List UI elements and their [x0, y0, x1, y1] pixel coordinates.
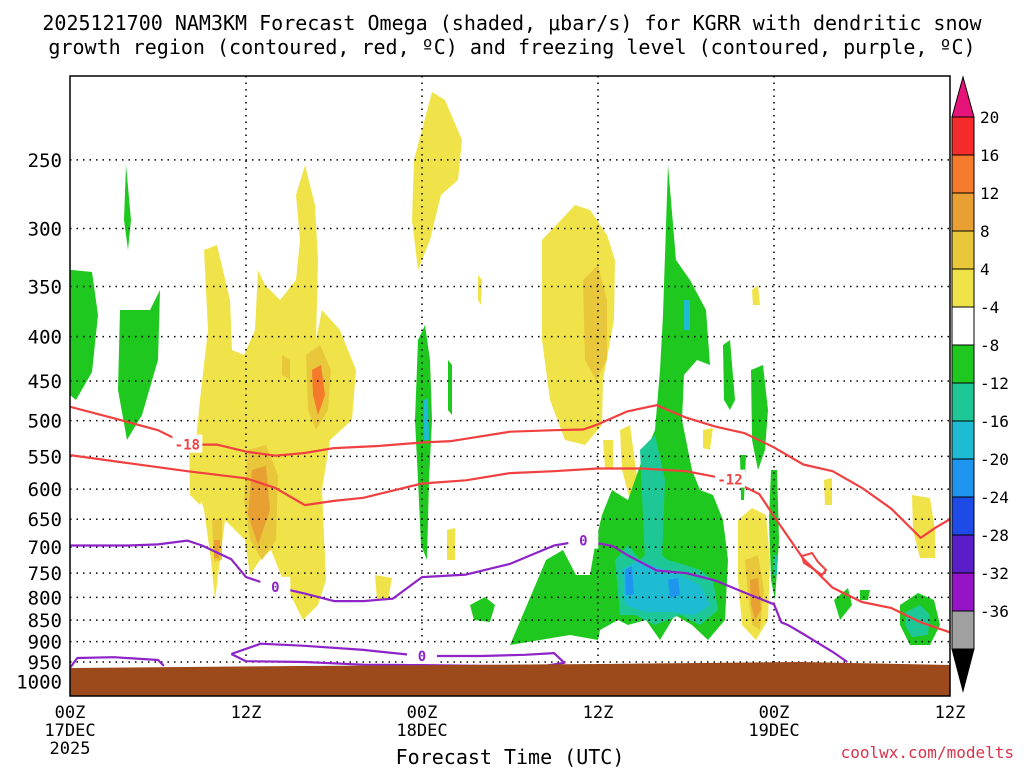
x-axis-title: Forecast Time (UTC)	[396, 745, 625, 768]
colorbar-label: -28	[980, 526, 1009, 545]
y-tick-label: 500	[28, 411, 62, 433]
colorbar-swatch	[951, 572, 975, 612]
contour-label-bg	[172, 434, 203, 453]
contour-1	[70, 454, 950, 634]
colorbar-swatch	[951, 154, 975, 194]
y-tick-label: 950	[28, 652, 62, 674]
minus-18-closed-contour	[800, 551, 828, 577]
contour-4	[230, 642, 566, 668]
x-tick-label: 12Z	[583, 703, 614, 723]
colorbar-label: 8	[980, 222, 990, 241]
y-tick-label: 800	[28, 587, 62, 609]
colorbar-label: -36	[980, 602, 1009, 621]
colorbar-swatch	[951, 534, 975, 574]
contour-label: 0	[579, 534, 587, 550]
ground-surface	[70, 662, 950, 696]
y-tick-label: 450	[28, 371, 62, 393]
colorbar-top-arrow	[951, 75, 975, 118]
y-tick-label: 700	[28, 537, 62, 559]
contour-label: -12	[717, 473, 742, 489]
chart-title-line-1: 2025121700 NAM3KM Forecast Omega (shaded…	[42, 11, 982, 35]
colorbar-label: 4	[980, 260, 990, 279]
colorbar-label: -12	[980, 374, 1009, 393]
contour-label: 0	[418, 649, 426, 665]
colorbar-label: 16	[980, 146, 999, 165]
colorbar-swatch	[951, 420, 975, 460]
y-tick-label: 1000	[16, 671, 62, 693]
y-tick-label: 850	[28, 610, 62, 632]
y-tick-label: 350	[28, 276, 62, 298]
colorbar-swatch	[951, 344, 975, 384]
colorbar-label: -24	[980, 488, 1009, 507]
colorbar-swatch	[951, 116, 975, 156]
plot-frame	[69, 75, 951, 697]
x-tick-label: 12Z	[935, 703, 966, 723]
contour-label-bg	[568, 530, 599, 549]
contour-label-bg	[715, 469, 745, 488]
omega-shading	[70, 92, 940, 645]
x-tick-label: 00Z	[759, 703, 790, 723]
y-tick-label: 600	[28, 479, 62, 501]
colorbar-label: -8	[980, 336, 999, 355]
colorbar-swatch	[951, 230, 975, 270]
x-tick-label: 18DEC	[396, 721, 447, 741]
contour-label-bg	[260, 576, 291, 595]
omega-colorbar: 20 16 12 8 4 -4 -8 -12 -16 -20 -24 -28 -32 -36	[951, 75, 1009, 693]
y-tick-label: 650	[28, 509, 62, 531]
contour-label: -18	[175, 438, 200, 454]
y-tick-label: 900	[28, 632, 62, 654]
x-tick-label: 19DEC	[748, 721, 799, 741]
pressure-axis: 2503003504004505005506006507007508008509…	[16, 150, 62, 693]
colorbar-swatch	[951, 268, 975, 308]
chart-title-line-2: growth region (contoured, red, ºC) and f…	[48, 35, 975, 59]
colorbar-swatch	[951, 458, 975, 498]
y-tick-label: 550	[28, 446, 62, 468]
colorbar-label: 12	[980, 184, 999, 203]
x-tick-label: 12Z	[231, 703, 262, 723]
colorbar-swatch	[951, 610, 975, 650]
y-tick-label: 300	[28, 218, 62, 240]
colorbar-swatch	[951, 306, 975, 346]
x-tick-label: 00Z	[407, 703, 438, 723]
x-tick-label: 17DEC	[44, 721, 95, 741]
colorbar-label: -16	[980, 412, 1009, 431]
colorbar-label: -4	[980, 298, 999, 317]
contour-label-bg	[407, 645, 437, 664]
colorbar-label: -32	[980, 564, 1009, 583]
colorbar-swatch	[951, 496, 975, 536]
colorbar-swatch	[951, 192, 975, 232]
contour-3	[70, 656, 165, 669]
colorbar-labels: 20 16 12 8 4 -4 -8 -12 -16 -20 -24 -28 -32 -36	[980, 108, 1009, 621]
colorbar-swatch	[951, 382, 975, 422]
colorbar-bottom-arrow	[951, 648, 975, 693]
contour-0	[70, 404, 950, 539]
x-tick-label: 2025	[50, 739, 91, 759]
x-tick-label: 00Z	[55, 703, 86, 723]
contour-2	[70, 539, 848, 663]
temperature-contours	[70, 404, 950, 669]
y-tick-label: 750	[28, 563, 62, 585]
colorbar-swatches	[951, 116, 975, 650]
source-credit: coolwx.com/modelts	[841, 743, 1014, 762]
contour-labels: -18 -12 0 0 0	[172, 434, 745, 665]
contour-label: 0	[271, 580, 279, 596]
y-tick-label: 250	[28, 150, 62, 172]
y-tick-label: 400	[28, 327, 62, 349]
colorbar-label: -20	[980, 450, 1009, 469]
colorbar-label: 20	[980, 108, 999, 127]
